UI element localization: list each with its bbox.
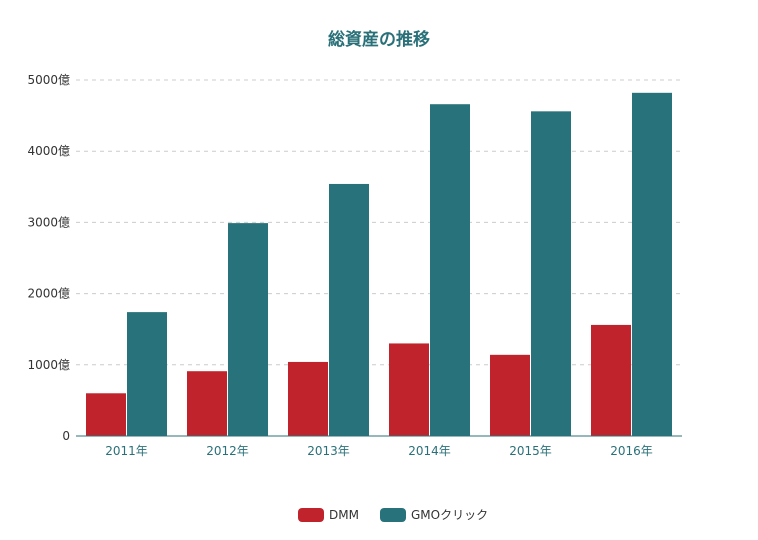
x-tick-label: 2015年 bbox=[509, 444, 552, 458]
x-tick-label: 2013年 bbox=[307, 444, 350, 458]
bar[interactable] bbox=[430, 104, 470, 436]
legend-item[interactable]: DMM bbox=[298, 508, 359, 522]
bar[interactable] bbox=[329, 183, 369, 436]
x-tick-label: 2011年 bbox=[105, 444, 148, 458]
gridlines bbox=[76, 79, 682, 366]
legend-label: DMM bbox=[329, 508, 359, 522]
legend-swatch bbox=[380, 508, 406, 522]
y-tick-label: 0 bbox=[62, 429, 70, 443]
bar[interactable] bbox=[127, 312, 167, 436]
y-tick-label: 5000億 bbox=[27, 73, 70, 87]
bar[interactable] bbox=[632, 92, 672, 436]
bar[interactable] bbox=[187, 371, 227, 436]
chart-title: 総資産の推移 bbox=[328, 29, 430, 50]
bar[interactable] bbox=[531, 111, 571, 436]
legend-label: GMOクリック bbox=[411, 508, 488, 522]
x-tick-label: 2014年 bbox=[408, 444, 451, 458]
bars bbox=[86, 92, 672, 436]
y-tick-label: 4000億 bbox=[27, 144, 70, 158]
y-axis-ticks: 0 1000億 2000億 3000億 4000億 5000億 bbox=[27, 73, 70, 443]
y-tick-label: 3000億 bbox=[27, 215, 70, 229]
bar[interactable] bbox=[86, 393, 126, 436]
x-tick-label: 2012年 bbox=[206, 444, 249, 458]
bar[interactable] bbox=[288, 361, 328, 436]
bar[interactable] bbox=[591, 324, 631, 436]
x-axis-ticks: 2011年 2012年 2013年 2014年 2015年 2016年 bbox=[105, 444, 653, 458]
legend-swatch bbox=[298, 508, 324, 522]
legend[interactable]: DMM GMOクリック bbox=[298, 508, 488, 522]
x-tick-label: 2016年 bbox=[610, 444, 653, 458]
y-tick-label: 2000億 bbox=[27, 287, 70, 301]
bar[interactable] bbox=[389, 343, 429, 436]
legend-item[interactable]: GMOクリック bbox=[380, 508, 488, 522]
y-tick-label: 1000億 bbox=[27, 358, 70, 372]
bar[interactable] bbox=[490, 354, 530, 436]
bar[interactable] bbox=[228, 223, 268, 436]
